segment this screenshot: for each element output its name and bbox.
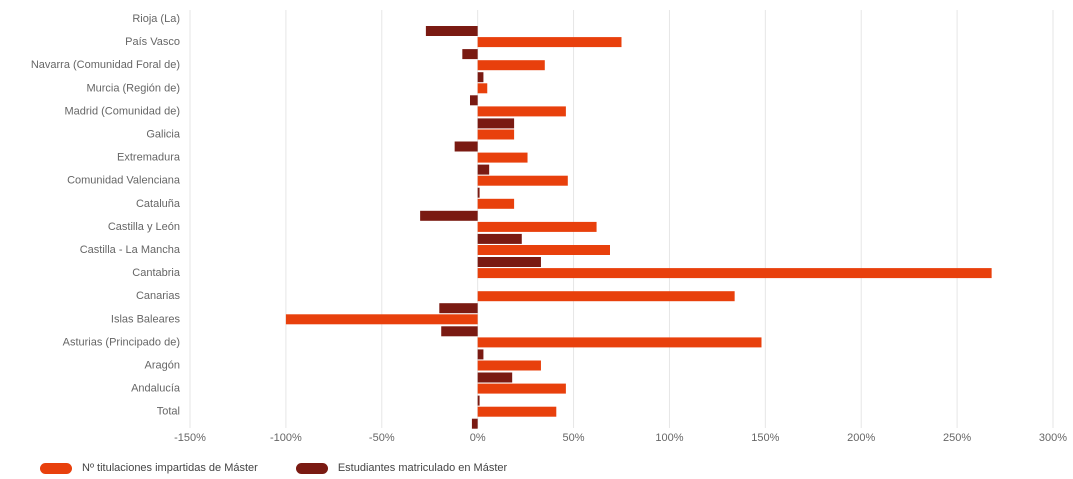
x-tick-label: 300%	[1039, 432, 1067, 444]
bar-titulaciones	[477, 129, 515, 140]
x-tick-label: -150%	[174, 432, 206, 444]
bar-estudiantes	[439, 303, 478, 314]
bar-estudiantes	[477, 233, 522, 244]
bar-estudiantes	[477, 395, 480, 406]
y-tick-label: Islas Baleares	[111, 313, 181, 325]
legend-label-titulaciones: Nº titulaciones impartidas de Máster	[82, 462, 258, 474]
bar-estudiantes	[477, 118, 515, 129]
bar-estudiantes	[454, 141, 478, 152]
bar-estudiantes	[477, 349, 484, 360]
bar-estudiantes	[477, 257, 541, 267]
bar-titulaciones	[477, 60, 545, 71]
chart-canvas: -150% -100% -50% 0% 50% 100% 150% 200% 250% 300% R…	[31, 10, 1067, 444]
y-tick-label: Extremadura	[117, 152, 181, 164]
legend-item-estudiantes: Estudiantes matriculado en Máster	[295, 462, 508, 474]
x-tick-label: -50%	[369, 432, 395, 444]
x-tick-label: -100%	[270, 432, 302, 444]
y-tick-label: País Vasco	[125, 36, 180, 48]
legend-swatch-titulaciones	[40, 462, 72, 474]
bar-estudiantes	[477, 187, 480, 198]
x-tick-label: 200%	[847, 432, 875, 444]
y-tick-label: Andalucía	[131, 383, 181, 395]
y-tick-label: Total	[157, 406, 180, 418]
chart-legend: Nº titulaciones impartidas de Máster Est…	[40, 462, 507, 474]
bar-titulaciones	[477, 291, 735, 302]
y-tick-label: Castilla y León	[108, 221, 180, 233]
y-tick-label: Galicia	[146, 129, 181, 141]
y-tick-label: Aragón	[145, 360, 180, 372]
bar-estudiantes	[477, 164, 490, 175]
bar-titulaciones	[477, 245, 610, 255]
x-tick-label: 100%	[655, 432, 683, 444]
y-tick-label: Cantabria	[132, 267, 181, 279]
x-tick-label: 0%	[470, 432, 486, 444]
x-tick-label: 150%	[751, 432, 779, 444]
bar-estudiantes	[425, 26, 478, 36]
y-tick-label: Canarias	[136, 290, 181, 302]
y-tick-label: Comunidad Valenciana	[67, 175, 181, 187]
legend-label-estudiantes: Estudiantes matriculado en Máster	[337, 462, 508, 474]
bar-titulaciones	[477, 175, 568, 186]
x-tick-label: 250%	[943, 432, 971, 444]
bar-titulaciones	[477, 406, 557, 417]
y-tick-label: Madrid (Comunidad de)	[64, 105, 180, 117]
bar-titulaciones	[477, 268, 992, 279]
bar-titulaciones	[477, 360, 541, 371]
bar-titulaciones	[285, 314, 478, 325]
bar-estudiantes	[477, 372, 513, 383]
y-tick-label: Murcia (Región de)	[86, 82, 180, 94]
bar-estudiantes	[469, 95, 478, 106]
bar-estudiantes	[477, 72, 484, 83]
bar-estudiantes	[462, 49, 478, 60]
bar-titulaciones	[477, 152, 528, 163]
y-tick-label: Asturias (Principado de)	[63, 336, 180, 348]
bar-titulaciones	[477, 221, 597, 232]
bar-titulaciones	[477, 106, 566, 117]
y-tick-label: Rioja (La)	[132, 13, 180, 25]
x-tick-label: 50%	[563, 432, 585, 444]
bar-estudiantes	[441, 326, 478, 337]
y-tick-label: Cataluña	[136, 198, 181, 210]
legend-item-titulaciones: Nº titulaciones impartidas de Máster	[40, 462, 258, 474]
bar-titulaciones	[477, 198, 515, 209]
bar-estudiantes	[471, 418, 478, 429]
y-tick-label: Navarra (Comunidad Foral de)	[31, 59, 180, 71]
y-tick-label: Castilla - La Mancha	[80, 244, 181, 256]
bar-titulaciones	[477, 337, 762, 348]
bar-titulaciones	[477, 83, 488, 94]
bar-titulaciones	[477, 37, 622, 48]
bar-titulaciones	[477, 383, 566, 394]
legend-swatch-estudiantes	[295, 462, 328, 474]
bar-estudiantes	[420, 210, 478, 221]
